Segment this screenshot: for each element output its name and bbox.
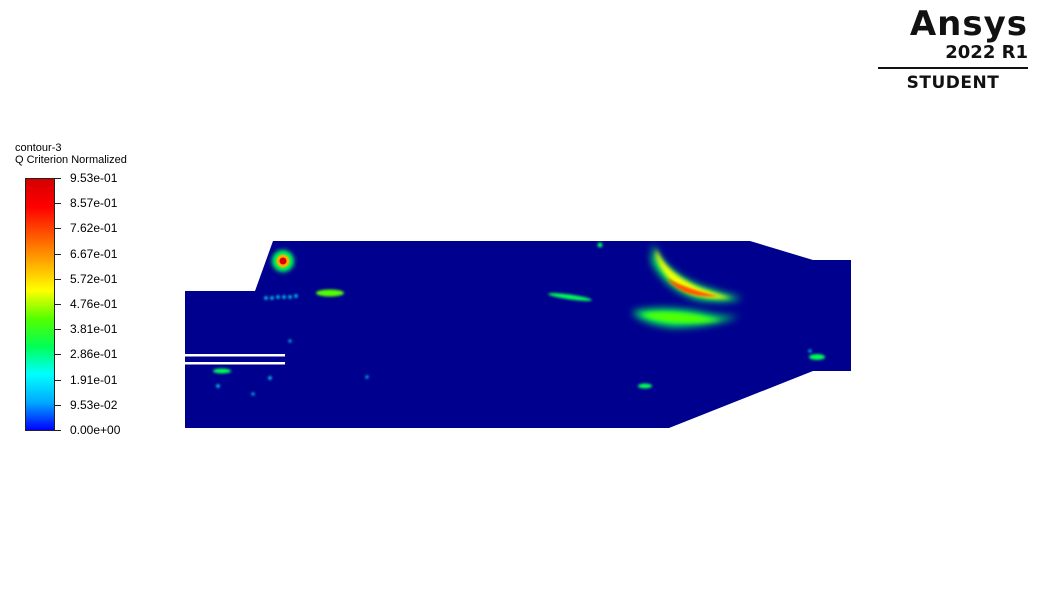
logo-edition: STUDENT [906, 73, 1000, 93]
legend-label: 3.81e-01 [70, 322, 118, 336]
spot [597, 242, 603, 248]
legend-tick [55, 279, 61, 280]
legend-label: 5.72e-01 [70, 272, 118, 286]
legend-label: 8.57e-01 [70, 196, 118, 210]
legend-label: 4.76e-01 [70, 297, 118, 311]
contour-name: contour-3 [15, 142, 62, 154]
legend-tick [55, 430, 61, 431]
legend-label: 7.62e-01 [70, 221, 118, 235]
legend-label: 2.86e-01 [70, 347, 118, 361]
legend-tick [55, 254, 61, 255]
wake-structure [632, 243, 742, 327]
legend-label: 0.00e+00 [70, 423, 121, 437]
legend-tick [55, 304, 61, 305]
spot [809, 354, 825, 360]
streak-dots [264, 294, 298, 300]
legend-tick [55, 203, 61, 204]
logo-divider [878, 67, 1028, 69]
ansys-logo: Ansys 2022 R1 STUDENT [878, 6, 1028, 93]
logo-release: 2022 R1 [945, 42, 1028, 63]
contour-quantity: Q Criterion Normalized [15, 154, 127, 166]
legend-tick [55, 380, 61, 381]
streak [548, 293, 592, 301]
legend-label: 9.53e-01 [70, 171, 118, 185]
small-spots [216, 339, 812, 396]
legend-tick [55, 354, 61, 355]
streak [316, 289, 344, 297]
spot [213, 368, 231, 374]
legend-tick [55, 405, 61, 406]
legend-tick [55, 329, 61, 330]
legend-tick [55, 228, 61, 229]
color-scale-bar [25, 178, 55, 431]
logo-name: Ansys [909, 4, 1028, 44]
inlet-pipe [185, 354, 285, 365]
legend-title: contour-3 Q Criterion Normalized [15, 142, 127, 166]
legend-label: 1.91e-01 [70, 373, 118, 387]
legend-label: 6.67e-01 [70, 247, 118, 261]
legend-label: 9.53e-02 [70, 398, 118, 412]
legend-tick [55, 178, 61, 179]
vortex-core [272, 250, 294, 272]
spot [638, 383, 652, 389]
field-features [213, 242, 825, 396]
